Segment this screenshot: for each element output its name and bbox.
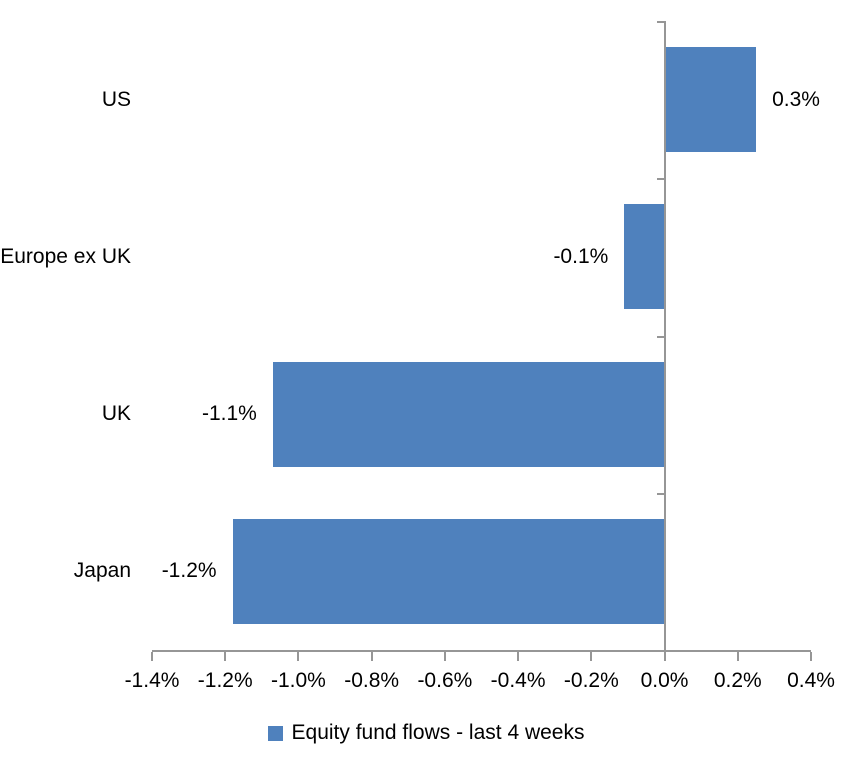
- x-tick: [590, 652, 593, 661]
- category-tick: [656, 21, 664, 23]
- x-tick-label: 0.4%: [787, 669, 835, 692]
- bar-japan: [232, 518, 665, 624]
- zero-axis-line: [663, 21, 666, 652]
- x-tick-label: -1.4%: [124, 669, 180, 692]
- x-tick-label: -1.0%: [271, 669, 326, 692]
- bar-europe-ex-uk: [624, 204, 665, 310]
- x-tick-label: -1.2%: [197, 669, 253, 692]
- x-tick: [370, 652, 373, 661]
- x-tick-label: 0.2%: [713, 669, 762, 692]
- x-axis-line: [152, 650, 811, 652]
- x-tick: [151, 652, 153, 661]
- x-tick-label: 0.0%: [640, 669, 689, 692]
- x-tick-label: -0.6%: [417, 669, 473, 692]
- data-label-japan: -1.2%: [161, 559, 217, 583]
- data-label-us: 0.3%: [772, 87, 820, 111]
- category-tick: [656, 178, 664, 181]
- x-tick: [443, 652, 446, 661]
- legend-label: Equity fund flows - last 4 weeks: [291, 721, 585, 744]
- x-tick: [663, 652, 666, 661]
- x-tick: [810, 652, 812, 661]
- data-label-europe-ex-uk: -0.1%: [553, 244, 609, 268]
- legend-swatch-icon: [267, 725, 283, 741]
- bar-uk: [272, 361, 665, 467]
- x-tick: [224, 652, 227, 661]
- x-tick-label: -0.4%: [490, 669, 546, 692]
- x-tick: [736, 652, 739, 661]
- data-label-uk: -1.1%: [201, 402, 257, 426]
- category-label-uk: UK: [101, 402, 131, 426]
- category-label-japan: Japan: [73, 559, 131, 583]
- bar-us: [664, 47, 757, 153]
- category-tick: [656, 335, 664, 338]
- x-tick: [297, 652, 300, 661]
- x-tick-label: -0.2%: [563, 669, 619, 692]
- category-tick: [656, 492, 664, 495]
- category-label-us: US: [101, 87, 131, 111]
- x-tick: [517, 652, 520, 661]
- x-tick-label: -0.8%: [344, 669, 400, 692]
- legend: Equity fund flows - last 4 weeks: [0, 720, 852, 746]
- category-label-europe-ex-uk: Europe ex UK: [0, 244, 131, 268]
